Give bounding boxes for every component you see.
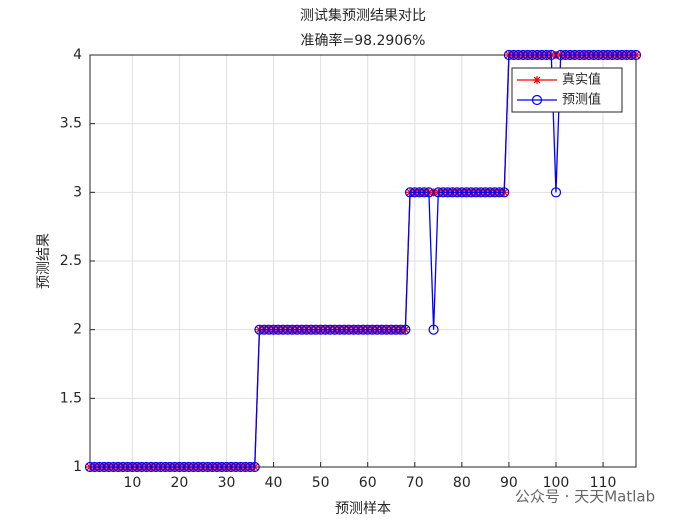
x-tick-label: 100	[543, 475, 570, 491]
x-tick-label: 90	[500, 475, 518, 491]
legend-label: 预测值	[562, 92, 601, 108]
marker	[419, 187, 430, 198]
x-axis-label: 预测样本	[335, 501, 391, 517]
x-tick-label: 80	[453, 475, 471, 491]
x-tick-label: 60	[359, 475, 377, 491]
marker	[550, 187, 562, 198]
watermark: 公众号 · 天天Matlab	[515, 488, 655, 506]
x-tick-label: 10	[123, 475, 141, 491]
x-tick-label: 70	[406, 475, 424, 491]
axes-box	[89, 54, 637, 468]
marker	[541, 49, 552, 61]
x-tick-label: 40	[265, 475, 283, 491]
legend-label: 真实值	[562, 72, 601, 88]
y-tick-label: 1	[73, 459, 82, 475]
y-tick-label: 2	[73, 322, 82, 338]
y-tick-label: 2.5	[60, 253, 82, 269]
y-axis-label: 预测结果	[36, 233, 52, 289]
marker	[494, 187, 505, 198]
marker	[400, 324, 411, 335]
marker	[244, 461, 256, 473]
marker	[395, 324, 406, 335]
marker	[626, 49, 637, 61]
legend-box	[511, 67, 623, 113]
x-tick-label: 110	[590, 475, 617, 491]
marker	[428, 324, 439, 335]
y-tick-label: 3.5	[60, 116, 82, 132]
legend-marker	[531, 94, 543, 106]
marker	[249, 461, 260, 473]
marker	[499, 187, 510, 198]
x-tick-label: 30	[218, 475, 236, 491]
chart-subtitle: 准确率=98.2906%	[301, 32, 426, 49]
y-tick-label: 4	[73, 47, 82, 63]
chart-title: 测试集预测结果对比	[300, 7, 426, 24]
marker	[630, 49, 642, 61]
x-tick-label: 50	[312, 475, 330, 491]
x-tick-label: 20	[171, 475, 189, 491]
y-tick-label: 1.5	[60, 390, 82, 406]
y-tick-label: 3	[73, 184, 82, 200]
legend-marker	[533, 76, 541, 84]
